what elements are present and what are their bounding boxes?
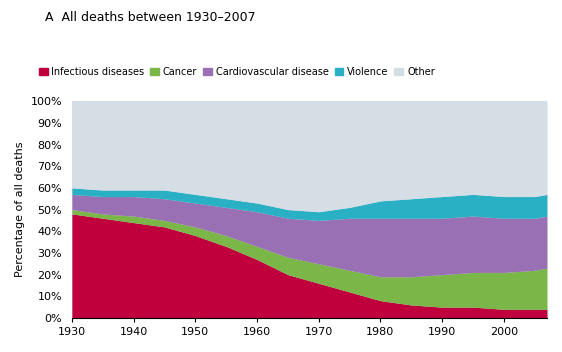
- Legend: Infectious diseases, Cancer, Cardiovascular disease, Violence, Other: Infectious diseases, Cancer, Cardiovascu…: [39, 67, 435, 77]
- Y-axis label: Percentage of all deaths: Percentage of all deaths: [15, 142, 25, 277]
- Text: A  All deaths between 1930–2007: A All deaths between 1930–2007: [45, 11, 256, 24]
